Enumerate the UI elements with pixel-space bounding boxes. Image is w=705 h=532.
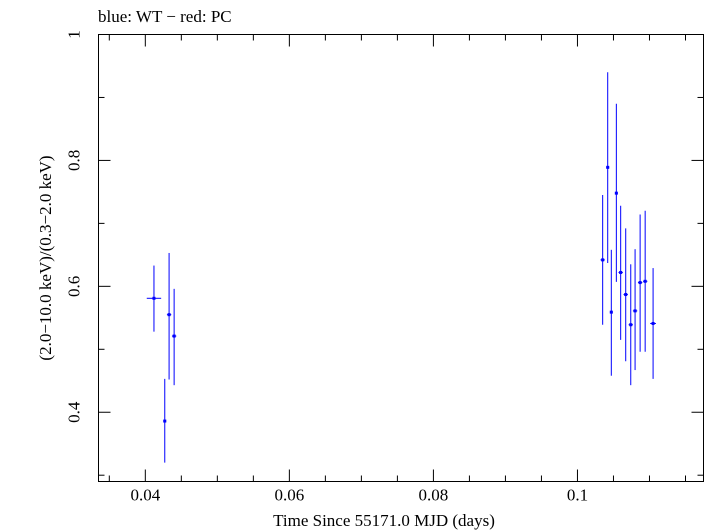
point-marker: [643, 279, 647, 283]
y-tick-label: 0.8: [65, 150, 84, 171]
data-point: [628, 264, 633, 386]
point-marker: [633, 309, 637, 313]
y-tick-label: 0.6: [65, 276, 84, 297]
point-marker: [601, 258, 605, 262]
point-marker: [167, 313, 171, 317]
data-points: [146, 72, 656, 463]
data-point: [618, 205, 623, 340]
x-tick-label: 0.06: [274, 486, 304, 505]
tick-labels: 0.04 0.06 0.08 0.1 0.4 0.6 0.8 1: [65, 30, 589, 504]
data-point: [637, 214, 643, 352]
point-marker: [609, 310, 613, 314]
x-tick-label: 0.08: [419, 486, 449, 505]
data-point: [166, 252, 172, 380]
data-point: [609, 249, 613, 376]
data-point: [171, 288, 177, 386]
data-point: [606, 72, 610, 264]
x-tick-label: 0.1: [567, 486, 588, 505]
data-point: [643, 210, 648, 352]
point-marker: [638, 281, 642, 285]
chart-title: blue: WT − red: PC: [98, 7, 232, 26]
y-axis-label: (2.0−10.0 keV)/(0.3−2.0 keV): [36, 155, 55, 360]
point-marker: [651, 321, 655, 325]
point-marker: [619, 270, 623, 274]
y-tick-label: 0.4: [65, 401, 84, 423]
point-marker: [624, 293, 628, 297]
x-axis-label: Time Since 55171.0 MJD (days): [273, 511, 495, 530]
point-marker: [163, 419, 167, 423]
data-point: [623, 228, 628, 362]
point-marker: [629, 323, 633, 327]
point-marker: [172, 334, 176, 338]
y-tick-label: 1: [65, 30, 84, 39]
data-point: [600, 195, 605, 325]
data-point: [632, 249, 638, 371]
point-marker: [606, 165, 610, 169]
data-point: [146, 265, 162, 332]
point-marker: [614, 191, 618, 195]
plot-frame: [98, 34, 704, 482]
point-marker: [152, 296, 156, 300]
data-point: [614, 103, 618, 282]
data-point: [650, 268, 656, 379]
data-point: [163, 378, 167, 463]
x-tick-label: 0.04: [130, 486, 160, 505]
axis-ticks: [98, 34, 704, 482]
